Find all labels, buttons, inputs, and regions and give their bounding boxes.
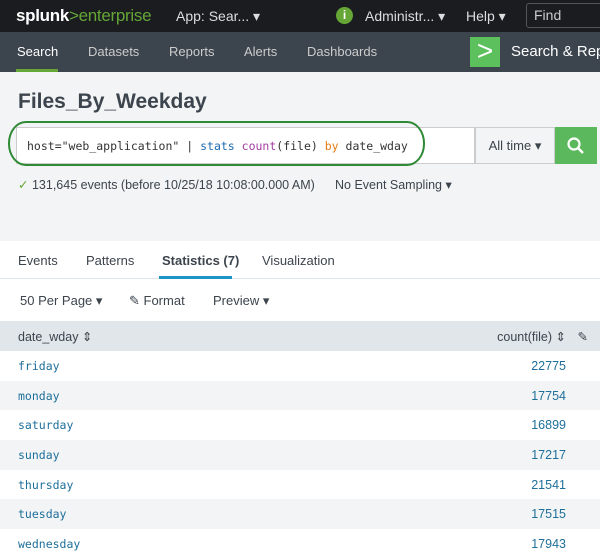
query-function: count (241, 139, 277, 153)
count-cell[interactable]: 17217 (286, 440, 600, 470)
tab-visualization[interactable]: Visualization (262, 253, 335, 268)
search-area: Files_By_Weekday host="web_application" … (0, 72, 600, 241)
annotation-highlight (8, 121, 425, 166)
active-tab-indicator (159, 276, 232, 279)
count-cell[interactable]: 22775 (531, 358, 566, 373)
results-table: date_wday ⇕ count(file) ⇕ ✎ friday 22775 mo… (0, 321, 600, 559)
preview-dropdown[interactable]: Preview ▾ (213, 293, 270, 308)
check-icon: ✓ (18, 178, 29, 192)
logo-suffix: >enterprise (69, 6, 152, 25)
app-menu[interactable]: App: Sear... ▾ (176, 8, 261, 24)
page-title: Files_By_Weekday (18, 90, 207, 113)
app-nav: Search Datasets Reports Alerts Dashboard… (0, 32, 600, 72)
per-page-dropdown[interactable]: 50 Per Page ▾ (20, 293, 103, 308)
table-row: sunday 17217 (0, 440, 600, 470)
results-tabs: Events Patterns Statistics (7) Visualiza… (0, 241, 600, 279)
query-field: date_wday (338, 139, 408, 153)
time-range-picker[interactable]: All time ▾ (475, 127, 555, 164)
search-app-icon: > (470, 37, 500, 67)
column-header-count-label: count(file) ⇕ (497, 329, 566, 344)
count-cell[interactable]: 21541 (531, 477, 566, 492)
tab-patterns[interactable]: Patterns (86, 253, 135, 268)
splunk-logo[interactable]: splunk>enterprise (16, 6, 152, 26)
count-cell[interactable]: 17943 (531, 536, 566, 551)
nav-alerts[interactable]: Alerts (244, 44, 278, 59)
column-header-date-wday[interactable]: date_wday ⇕ (0, 321, 287, 351)
query-text: host="web_application" | (27, 139, 201, 153)
find-input[interactable]: Find (526, 3, 600, 28)
app-title: Search & Rep (511, 43, 600, 60)
info-icon[interactable]: i (336, 7, 353, 24)
job-status: ✓ 131,645 events (before 10/25/18 10:08:… (18, 177, 315, 192)
query-command: stats (200, 139, 242, 153)
search-button[interactable] (555, 127, 597, 164)
search-icon (567, 137, 584, 154)
active-nav-indicator (16, 69, 58, 72)
table-row: thursday 21541 (0, 470, 600, 500)
table-row: tuesday 17515 (0, 499, 600, 530)
nav-dashboards[interactable]: Dashboards (307, 44, 378, 59)
weekday-cell[interactable]: thursday (18, 477, 74, 492)
nav-search[interactable]: Search (17, 44, 59, 59)
search-input[interactable]: host="web_application" | stats count(fil… (16, 127, 475, 164)
nav-datasets[interactable]: Datasets (88, 44, 140, 59)
table-row: friday 22775 (0, 351, 600, 381)
count-cell[interactable]: 17515 (286, 499, 600, 530)
weekday-cell[interactable]: monday (0, 380, 287, 411)
top-bar: splunk>enterprise App: Sear... ▾ i Admin… (0, 0, 600, 32)
weekday-cell[interactable]: saturday (18, 418, 74, 433)
logo-text: splunk (16, 6, 69, 25)
table-row: monday 17754 (0, 380, 600, 411)
query-keyword: by (324, 139, 339, 153)
tab-statistics[interactable]: Statistics (7) (162, 253, 240, 268)
edit-column-icon[interactable]: ✎ (577, 330, 588, 344)
tab-events[interactable]: Events (18, 253, 58, 268)
query-arg: (file) (276, 139, 325, 153)
weekday-cell[interactable]: friday (18, 358, 60, 373)
event-count: 131,645 events (before 10/25/18 10:08:00… (28, 178, 315, 192)
weekday-cell[interactable]: wednesday (18, 536, 81, 551)
results-toolbar: 50 Per Page ▾ ✎ Format Preview ▾ (0, 279, 600, 321)
count-cell[interactable]: 17754 (286, 380, 600, 411)
weekday-cell[interactable]: tuesday (0, 499, 287, 530)
weekday-cell[interactable]: sunday (0, 440, 287, 470)
format-button[interactable]: ✎ Format (129, 293, 185, 308)
table-row: saturday 16899 (0, 410, 600, 440)
column-header-count[interactable]: count(file) ⇕ ✎ (286, 321, 600, 351)
sampling-dropdown[interactable]: No Event Sampling ▾ (335, 178, 452, 192)
help-menu[interactable]: Help ▾ (466, 8, 506, 24)
nav-reports[interactable]: Reports (169, 44, 215, 59)
admin-menu[interactable]: Administr... ▾ (365, 8, 446, 24)
count-cell[interactable]: 16899 (531, 418, 566, 433)
table-row: wednesday 17943 (0, 529, 600, 559)
